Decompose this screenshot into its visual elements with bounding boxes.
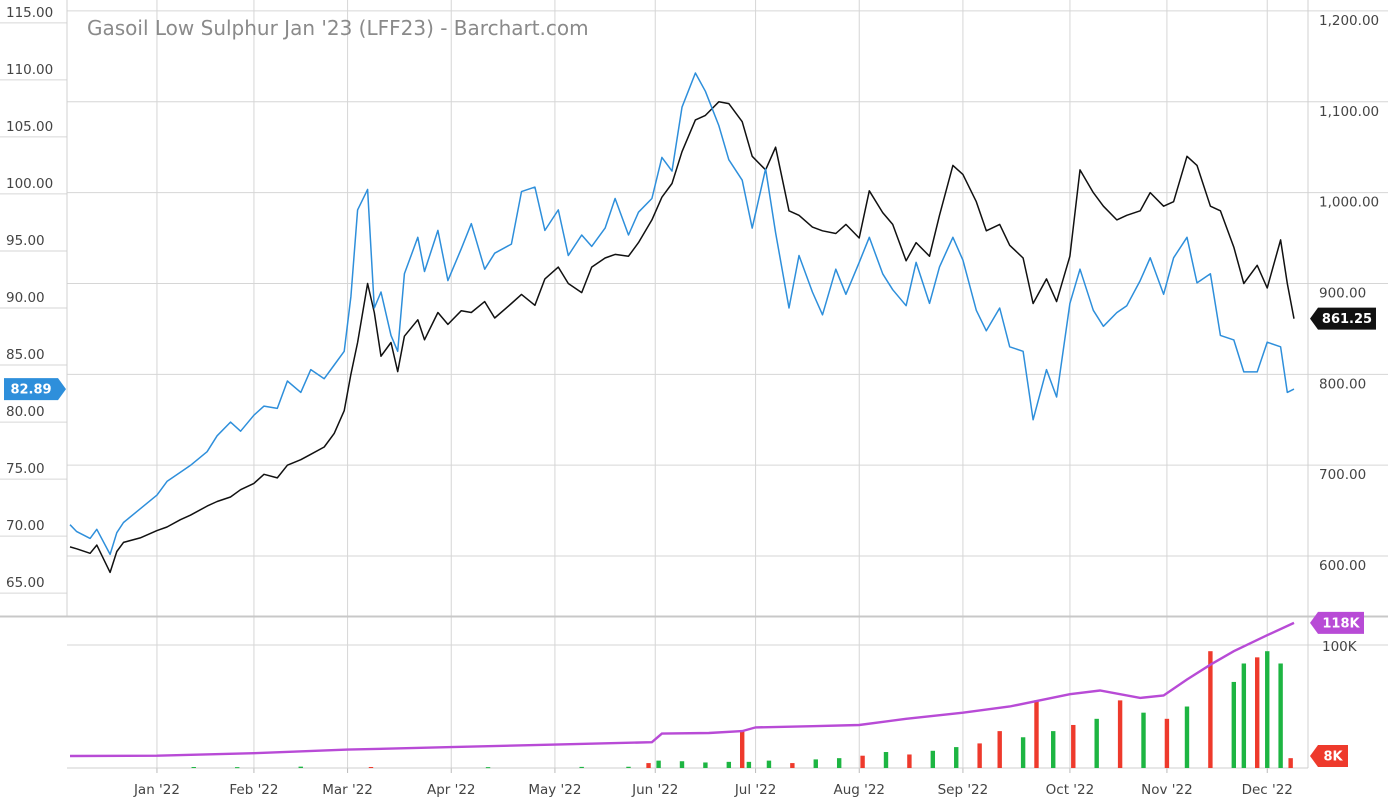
right-tick-label: 700.00: [1319, 467, 1366, 483]
value-badges: 861.25 82.89 118K 8K: [4, 307, 1376, 767]
volume-bars: [191, 651, 1293, 769]
x-tick-label: Sep '22: [938, 782, 989, 798]
volume-bar: [1094, 718, 1099, 768]
volume-bar: [930, 750, 936, 768]
left-tick-label: 75.00: [6, 461, 45, 477]
open-interest-badge-text: 118K: [1322, 616, 1360, 631]
volume-bar: [1051, 731, 1056, 768]
volume-bar: [1071, 724, 1076, 768]
series-lines: [69, 72, 1295, 758]
x-tick-label: Jun '22: [631, 782, 678, 798]
x-tick-label: Feb '22: [229, 782, 278, 798]
volume-bar: [646, 763, 651, 768]
left-tick-label: 80.00: [6, 404, 45, 420]
volume-bar: [1231, 681, 1237, 768]
volume-bar: [977, 743, 982, 768]
volume-tick-label: 100K: [1322, 639, 1358, 655]
x-tick-label: Apr '22: [427, 782, 476, 798]
volume-bar: [1034, 700, 1039, 768]
left-last-value-badge: [4, 378, 66, 401]
volume-bar: [1278, 663, 1283, 768]
volume-bar: [1184, 706, 1190, 768]
x-tick-label: Dec '22: [1242, 782, 1293, 798]
chart-title: Gasoil Low Sulphur Jan '23 (LFF23) - Bar…: [87, 16, 589, 40]
left-tick-label: 85.00: [6, 347, 45, 363]
right-tick-label: 1,200.00: [1319, 13, 1379, 29]
volume-bar: [997, 731, 1002, 768]
volume-bar: [907, 754, 912, 768]
last-price-badge: [1310, 307, 1376, 330]
last-price-badge-text: 861.25: [1322, 312, 1372, 327]
volume-bar: [766, 760, 772, 768]
right-tick-label: 1,000.00: [1319, 195, 1379, 211]
volume-bar: [860, 755, 865, 768]
right-tick-label: 1,100.00: [1319, 104, 1379, 120]
open-interest-badge: [1310, 611, 1364, 634]
volume-bar: [1255, 657, 1260, 768]
x-tick-label: Jan '22: [133, 782, 180, 798]
x-tick-label: Oct '22: [1046, 782, 1095, 798]
volume-badge-text: 8K: [1323, 750, 1343, 765]
volume-bar: [626, 766, 631, 768]
volume-bar: [1265, 651, 1270, 768]
left-tick-label: 105.00: [6, 119, 53, 135]
right-axis-ticks: 1,200.00 1,100.00 1,000.00 900.00 800.00 700.…: [1319, 13, 1379, 655]
volume-bar: [703, 762, 708, 768]
left-tick-label: 95.00: [6, 233, 45, 249]
volume-bar: [368, 767, 374, 769]
x-tick-label: May '22: [528, 782, 581, 798]
volume-bar: [1208, 651, 1213, 768]
volume-bar: [579, 766, 584, 768]
left-axis-ticks: 115.00 110.00 105.00 100.00 95.00 90.00 85.00 8…: [6, 5, 53, 591]
left-tick-label: 100.00: [6, 176, 53, 192]
volume-bar: [1141, 712, 1146, 768]
left-tick-label: 90.00: [6, 290, 45, 306]
volume-bar: [813, 759, 818, 768]
right-tick-label: 600.00: [1319, 558, 1366, 574]
right-tick-label: 900.00: [1319, 285, 1366, 301]
open-interest-line: [69, 621, 1295, 758]
left-tick-label: 110.00: [6, 62, 53, 78]
right-tick-label: 800.00: [1319, 376, 1366, 392]
left-tick-label: 65.00: [6, 575, 45, 591]
right-axis-series-line: [69, 101, 1295, 574]
x-tick-label: Aug '22: [833, 782, 885, 798]
volume-bar: [1288, 758, 1293, 768]
volume-bar: [679, 761, 685, 768]
volume-bar: [656, 760, 661, 768]
volume-bar: [1020, 737, 1026, 768]
volume-bar: [954, 747, 959, 768]
left-tick-label: 70.00: [6, 518, 45, 534]
volume-badge: [1310, 745, 1348, 767]
x-tick-label: Nov '22: [1141, 782, 1193, 798]
volume-bar: [790, 763, 795, 768]
left-axis-series-line: [69, 72, 1295, 556]
left-last-value-badge-text: 82.89: [10, 383, 51, 398]
volume-bar: [1241, 663, 1247, 768]
volume-bar: [739, 731, 745, 768]
x-tick-label: Jul '22: [734, 782, 776, 798]
volume-bar: [836, 758, 842, 768]
volume-bar: [235, 767, 240, 769]
volume-bar: [1117, 700, 1123, 768]
volume-bar: [746, 761, 752, 768]
volume-bar: [726, 761, 732, 768]
x-axis-ticks: Jan '22 Feb '22 Mar '22 Apr '22 May '22 Jun '…: [133, 782, 1293, 798]
volume-bar: [298, 766, 303, 768]
volume-bar: [1164, 718, 1170, 768]
left-tick-label: 115.00: [6, 5, 53, 21]
x-tick-label: Mar '22: [322, 782, 373, 798]
volume-bar: [883, 752, 889, 768]
gridlines: [0, 0, 1388, 773]
volume-bar: [191, 767, 196, 769]
volume-bar: [485, 767, 491, 769]
